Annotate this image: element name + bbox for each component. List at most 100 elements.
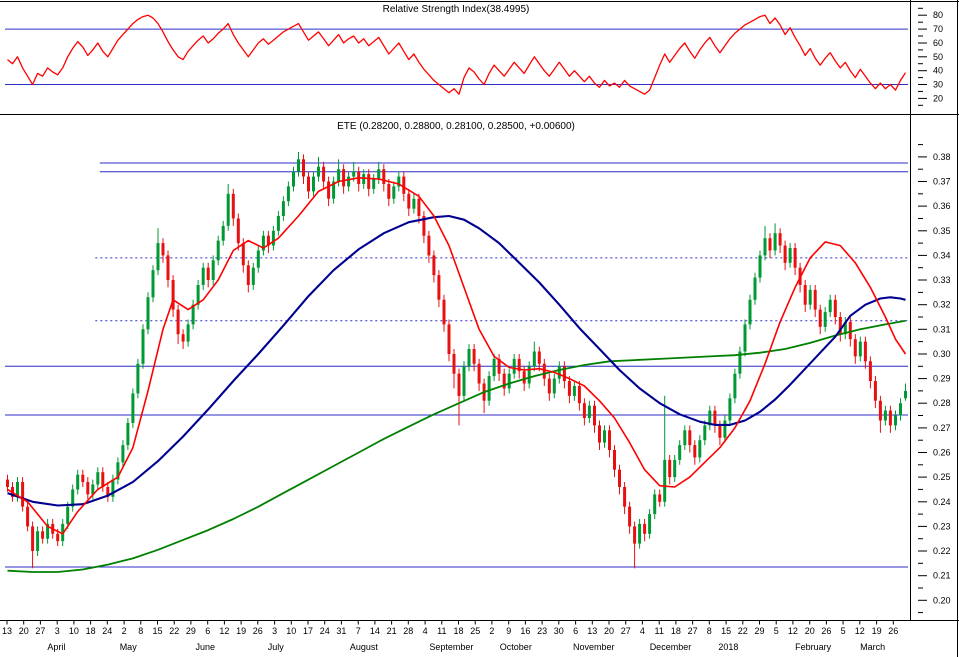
week-label: 13 [587,626,597,636]
candle-body [141,329,145,364]
candle-body [457,373,461,396]
candle-body [302,159,305,177]
candle-body [196,285,200,305]
week-label: 8 [138,626,143,636]
candle-body [708,410,712,426]
candle-body [522,371,526,384]
candle-body [818,309,822,327]
candle-body [332,181,336,199]
week-label: 22 [169,626,179,636]
candle-body [848,321,852,340]
month-label: 2018 [718,642,738,652]
candle-body [542,363,546,379]
week-label: 26 [821,626,831,636]
candle-body [186,324,190,342]
y-tick-label: 0.28 [933,398,951,408]
candle-body [517,358,521,372]
candle-body [778,233,782,246]
week-label: 6 [205,626,210,636]
candles [6,152,907,569]
candle-body [176,309,180,335]
candle-body [317,166,320,177]
week-label: 2 [122,626,127,636]
candle-body [91,484,95,495]
candle-body [41,531,45,539]
candle-body [683,430,687,446]
week-label: 29 [186,626,196,636]
y-tick-label: 0.38 [933,152,951,162]
candle-body [472,349,476,364]
y-tick-label: 0.26 [933,448,951,458]
week-label: 17 [303,626,313,636]
week-label: 24 [320,626,330,636]
candle-body [297,159,300,172]
medium-ma-line [7,214,906,507]
week-label: 7 [356,626,361,636]
candle-body [377,169,381,180]
candle-body [477,363,481,384]
week-label: 13 [2,626,12,636]
candle-body [387,184,391,199]
candle-body [653,494,657,515]
candle-body [362,174,366,184]
candle-body [823,312,827,327]
candle-body [286,186,290,202]
candle-body [813,289,817,310]
month-label: September [429,642,473,652]
candle-body [572,386,576,396]
candle-body [497,358,501,374]
candle-body [402,176,406,194]
candle-body [728,398,732,421]
week-label: 20 [19,626,29,636]
candle-body [763,238,767,256]
candle-body [131,393,135,423]
candle-body [783,245,787,263]
candle-body [894,415,897,426]
week-label: 26 [253,626,263,636]
candle-body [136,363,140,394]
week-label: 8 [707,626,712,636]
candle-body [868,361,872,381]
candle-body [101,472,105,487]
candle-body [211,260,215,280]
rsi-line [7,14,907,95]
candle-body [462,366,466,396]
y-tick-label: 0.22 [933,546,951,556]
candle-body [678,445,682,460]
candle-body [643,523,647,534]
candle-body [618,469,621,487]
y-tick-label: 60 [933,38,943,48]
y-tick-label: 0.23 [933,521,951,531]
week-label: 18 [86,626,96,636]
candle-body [171,280,175,310]
candle-body [201,267,205,285]
week-label: 27 [35,626,45,636]
y-tick-label: 0.35 [933,226,951,236]
candle-body [899,403,902,416]
candle-body [593,405,596,426]
candle-body [166,255,170,280]
week-label: 3 [272,626,277,636]
candle-body [638,523,642,544]
candle-body [151,270,155,298]
candle-body [663,459,667,502]
candle-body [863,341,867,362]
candle-body [216,240,220,261]
candle-body [648,514,652,534]
candle-body [251,267,255,285]
candle-body [327,181,331,199]
candle-body [26,506,30,527]
rsi-panel-plot[interactable]: 80 70 60 50 40 30 20 [0,0,959,115]
candle-body [532,351,536,367]
candle-body [206,267,210,280]
week-label: 25 [470,626,480,636]
candle-body [392,186,396,199]
candle-body [603,430,606,443]
y-tick-label: 0.27 [933,423,951,433]
candle-body [668,459,672,478]
price-panel-plot[interactable]: 0.38 0.37 0.36 0.35 0.34 0.33 0.32 0.31 0.30 0.29… [0,115,959,620]
candle-body [382,169,386,184]
candle-body [557,366,561,379]
month-label: November [573,642,615,652]
week-label: 15 [152,626,162,636]
